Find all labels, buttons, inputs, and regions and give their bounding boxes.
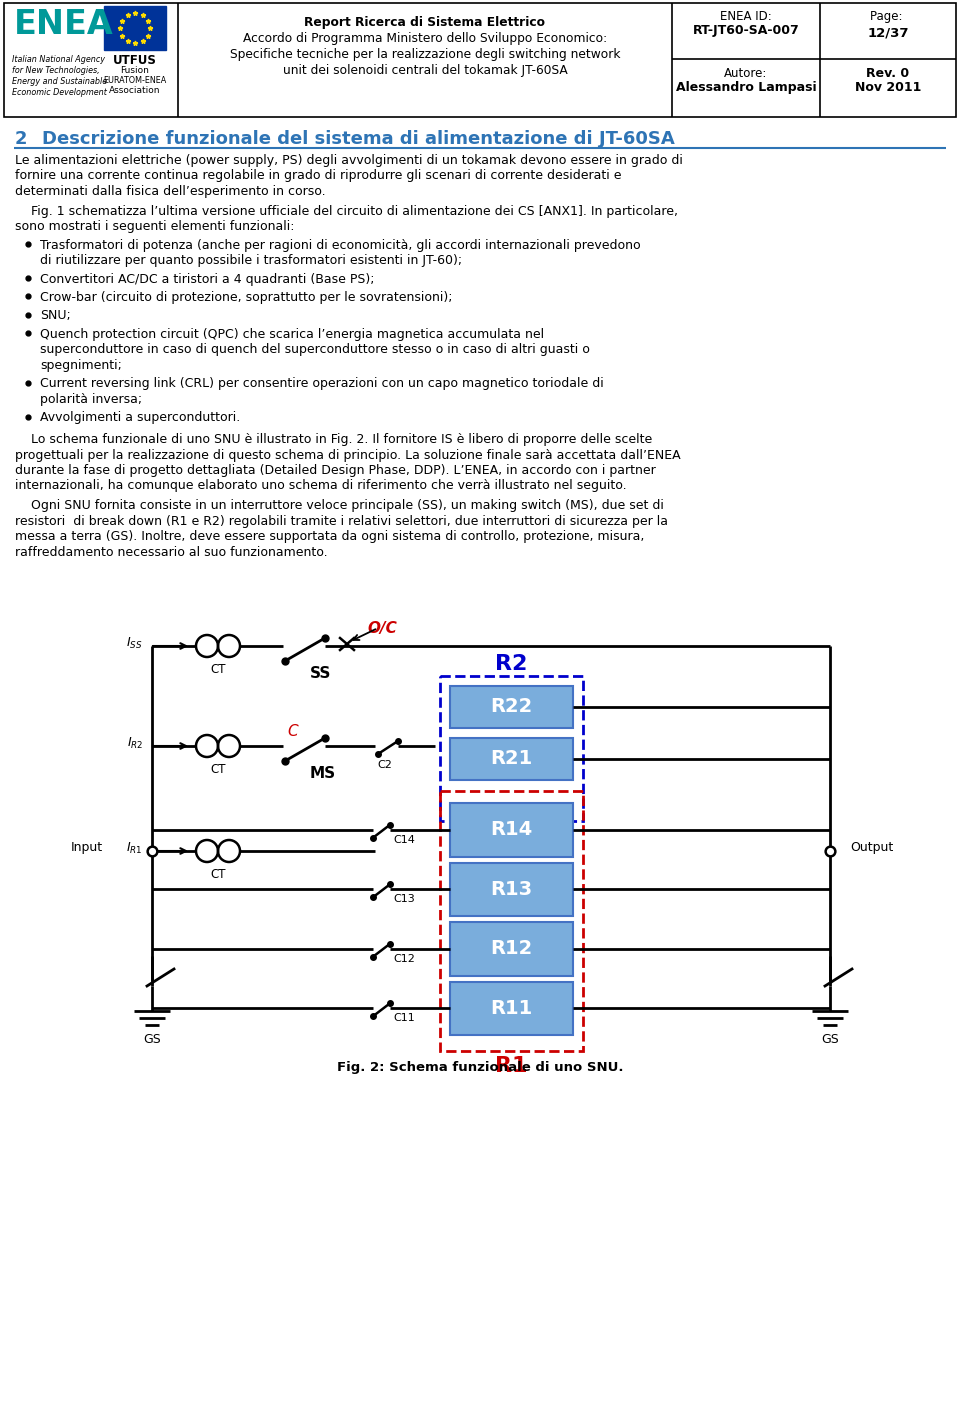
Bar: [450, 686, 573, 729]
Text: Convertitori AC/DC a tiristori a 4 quadranti (Base PS);: Convertitori AC/DC a tiristori a 4 quadr…: [40, 272, 374, 286]
Text: Current reversing link (CRL) per consentire operazioni con un capo magnetico tor: Current reversing link (CRL) per consent…: [40, 377, 604, 390]
Text: R14: R14: [491, 820, 533, 840]
Text: C2: C2: [377, 760, 393, 770]
Text: R12: R12: [491, 939, 533, 958]
Text: Nov 2011: Nov 2011: [854, 81, 922, 94]
Text: MS: MS: [310, 766, 336, 781]
Text: Lo schema funzionale di uno SNU è illustrato in Fig. 2. Il fornitore IS è libero: Lo schema funzionale di uno SNU è illust…: [15, 433, 652, 445]
Text: SNU;: SNU;: [40, 309, 71, 323]
Text: Fusion: Fusion: [121, 65, 150, 75]
Text: CT: CT: [210, 868, 226, 881]
Text: Accordo di Programma Ministero dello Sviluppo Economico:: Accordo di Programma Ministero dello Svi…: [243, 31, 607, 46]
Text: GS: GS: [143, 1033, 161, 1046]
Text: R13: R13: [491, 879, 533, 899]
Text: C12: C12: [393, 953, 415, 963]
Text: Le alimentazioni elettriche (power supply, PS) degli avvolgimenti di un tokamak : Le alimentazioni elettriche (power suppl…: [15, 154, 683, 166]
Text: Alessandro Lampasi: Alessandro Lampasi: [676, 81, 816, 94]
Text: Economic Development: Economic Development: [12, 88, 107, 97]
Text: $I_{SS}$: $I_{SS}$: [127, 636, 143, 650]
Text: 12/37: 12/37: [867, 26, 909, 38]
Text: di riutilizzare per quanto possibile i trasformatori esistenti in JT-60);: di riutilizzare per quanto possibile i t…: [40, 253, 462, 268]
Text: Rev. 0: Rev. 0: [867, 67, 909, 80]
Text: Italian National Agency: Italian National Agency: [12, 55, 105, 64]
Text: 2: 2: [15, 129, 28, 148]
Text: GS: GS: [821, 1033, 839, 1046]
Bar: [450, 922, 573, 976]
Text: EURATOM-ENEA: EURATOM-ENEA: [104, 75, 167, 85]
Text: Fig. 2: Schema funzionale di uno SNU.: Fig. 2: Schema funzionale di uno SNU.: [337, 1062, 623, 1074]
Text: sono mostrati i seguenti elementi funzionali:: sono mostrati i seguenti elementi funzio…: [15, 221, 295, 233]
Bar: [440, 676, 583, 821]
Text: Trasformatori di potenza (anche per ragioni di economicità, gli accordi internaz: Trasformatori di potenza (anche per ragi…: [40, 239, 640, 252]
Text: raffreddamento necessario al suo funzionamento.: raffreddamento necessario al suo funzion…: [15, 545, 327, 558]
Text: internazionali, ha comunque elaborato uno schema di riferimento che verrà illust: internazionali, ha comunque elaborato un…: [15, 480, 627, 492]
Text: R21: R21: [491, 750, 533, 768]
Text: UTFUS: UTFUS: [113, 54, 156, 67]
Text: Crow-bar (circuito di protezione, soprattutto per le sovratensioni);: Crow-bar (circuito di protezione, soprat…: [40, 290, 452, 305]
Text: resistori  di break down (R1 e R2) regolabili tramite i relativi selettori, due : resistori di break down (R1 e R2) regola…: [15, 515, 668, 528]
Text: Specifiche tecniche per la realizzazione degli switching network: Specifiche tecniche per la realizzazione…: [229, 48, 620, 61]
Bar: [104, 6, 166, 50]
Text: C13: C13: [393, 894, 415, 904]
Text: Ogni SNU fornita consiste in un interruttore veloce principale (SS), un making s: Ogni SNU fornita consiste in un interrut…: [15, 499, 664, 512]
Bar: [450, 862, 573, 916]
Text: spegnimenti;: spegnimenti;: [40, 359, 122, 371]
Text: messa a terra (GS). Inoltre, deve essere supportata da ogni sistema di controllo: messa a terra (GS). Inoltre, deve essere…: [15, 529, 644, 544]
Text: R11: R11: [491, 999, 533, 1017]
Text: progettuali per la realizzazione di questo schema di principio. La soluzione fin: progettuali per la realizzazione di ques…: [15, 448, 681, 461]
Text: C14: C14: [393, 835, 415, 845]
Bar: [450, 982, 573, 1035]
Bar: [450, 739, 573, 780]
Text: Report Ricerca di Sistema Elettrico: Report Ricerca di Sistema Elettrico: [304, 16, 545, 28]
Text: ENEA ID:: ENEA ID:: [720, 10, 772, 23]
Bar: [440, 791, 583, 1052]
Text: Avvolgimenti a superconduttori.: Avvolgimenti a superconduttori.: [40, 411, 240, 424]
Text: ENEA: ENEA: [14, 9, 113, 41]
Bar: [450, 803, 573, 857]
Text: C: C: [287, 724, 298, 739]
Bar: [4, 3, 956, 117]
Text: Descrizione funzionale del sistema di alimentazione di JT-60SA: Descrizione funzionale del sistema di al…: [42, 129, 675, 148]
Text: RT-JT60-SA-007: RT-JT60-SA-007: [692, 24, 800, 37]
Text: Output: Output: [850, 841, 893, 854]
Text: polarità inversa;: polarità inversa;: [40, 393, 142, 406]
Text: $I_{R2}$: $I_{R2}$: [127, 736, 143, 750]
Text: determinati dalla fisica dell’esperimento in corso.: determinati dalla fisica dell’esperiment…: [15, 185, 325, 198]
Text: superconduttore in caso di quench del superconduttore stesso o in caso di altri : superconduttore in caso di quench del su…: [40, 343, 589, 357]
Text: O/C: O/C: [367, 620, 396, 636]
Text: fornire una corrente continua regolabile in grado di riprodurre gli scenari di c: fornire una corrente continua regolabile…: [15, 169, 621, 182]
Text: Energy and Sustainable: Energy and Sustainable: [12, 77, 108, 85]
Text: Autore:: Autore:: [724, 67, 768, 80]
Text: CT: CT: [210, 763, 226, 776]
Text: $I_{R1}$: $I_{R1}$: [127, 841, 143, 855]
Text: SS: SS: [310, 666, 331, 682]
Text: for New Technologies,: for New Technologies,: [12, 65, 100, 75]
Text: C11: C11: [393, 1013, 415, 1023]
Text: unit dei solenoidi centrali del tokamak JT-60SA: unit dei solenoidi centrali del tokamak …: [282, 64, 567, 77]
Text: Association: Association: [109, 85, 160, 95]
Text: R1: R1: [495, 1056, 528, 1076]
Text: durante la fase di progetto dettagliata (Detailed Design Phase, DDP). L’ENEA, in: durante la fase di progetto dettagliata …: [15, 464, 656, 477]
Text: Quench protection circuit (QPC) che scarica l’energia magnetica accumulata nel: Quench protection circuit (QPC) che scar…: [40, 327, 544, 342]
Text: R22: R22: [491, 697, 533, 717]
Text: Page:: Page:: [870, 10, 906, 23]
Text: Input: Input: [71, 841, 103, 854]
Text: Fig. 1 schematizza l’ultima versione ufficiale del circuito di alimentazione dei: Fig. 1 schematizza l’ultima versione uff…: [15, 205, 678, 218]
Text: CT: CT: [210, 663, 226, 676]
Text: R2: R2: [495, 655, 528, 675]
